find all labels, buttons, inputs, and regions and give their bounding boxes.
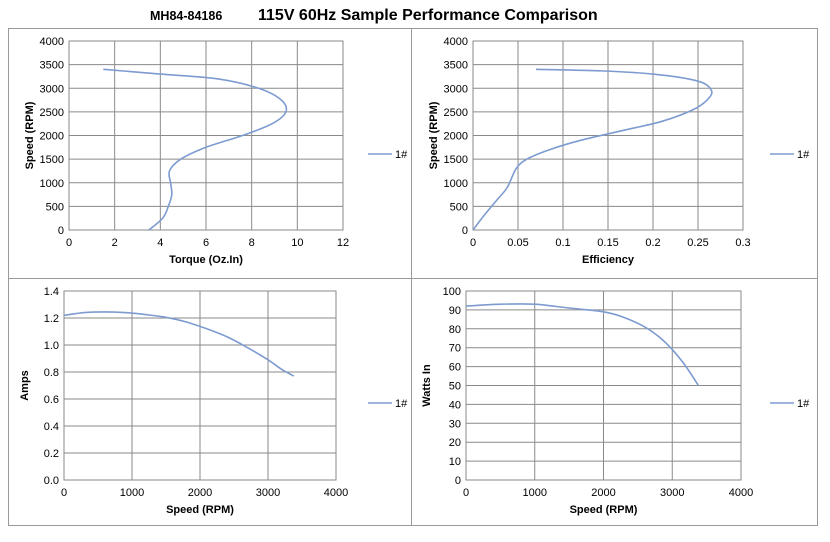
x-tick-label: 0.25: [687, 237, 708, 249]
x-tick-label: 3000: [256, 487, 280, 499]
x-tick-label: 4000: [324, 487, 348, 499]
y-tick-label: 60: [449, 362, 461, 374]
y-tick-label: 1500: [444, 154, 468, 166]
chart-grid-frame: [8, 28, 818, 526]
y-tick-label: 30: [449, 418, 461, 430]
x-axis-label: Speed (RPM): [166, 504, 234, 516]
x-tick-label: 0.2: [645, 237, 660, 249]
x-axis-label: Efficiency: [582, 254, 635, 266]
legend-label: 1#: [797, 149, 810, 161]
y-tick-label: 100: [443, 286, 461, 298]
y-axis-label: Speed (RPM): [428, 101, 440, 169]
y-tick-label: 0.2: [44, 448, 59, 460]
x-tick-label: 1000: [120, 487, 144, 499]
x-tick-label: 4000: [729, 487, 753, 499]
y-tick-label: 500: [450, 201, 468, 213]
y-tick-label: 0.0: [44, 475, 59, 487]
x-tick-label: 0: [463, 487, 469, 499]
x-tick-label: 0.05: [507, 237, 528, 249]
y-tick-label: 90: [449, 305, 461, 317]
y-tick-label: 2000: [40, 131, 64, 143]
x-axis-label: Torque (Oz.In): [169, 254, 243, 266]
y-axis-label: Speed (RPM): [24, 101, 36, 169]
y-tick-label: 4000: [40, 36, 64, 48]
plot-area: [465, 290, 742, 481]
x-axis-label: Speed (RPM): [570, 504, 638, 516]
y-tick-label: 40: [449, 399, 461, 411]
y-tick-label: 50: [449, 381, 461, 393]
plot-area: [63, 290, 337, 481]
x-tick-label: 3000: [660, 487, 684, 499]
y-tick-label: 3000: [444, 83, 468, 95]
x-tick-label: 4: [157, 237, 163, 249]
x-tick-label: 0.15: [597, 237, 618, 249]
y-tick-label: 1.4: [44, 286, 59, 298]
x-tick-label: 2000: [591, 487, 615, 499]
model-number: MH84-84186: [150, 9, 223, 23]
y-tick-label: 0: [462, 225, 468, 237]
x-tick-label: 2000: [188, 487, 212, 499]
plot-area: [68, 40, 344, 231]
x-tick-label: 0.3: [735, 237, 750, 249]
y-tick-label: 3500: [444, 60, 468, 72]
y-axis-label: Watts In: [421, 364, 433, 407]
x-tick-label: 10: [291, 237, 303, 249]
y-tick-label: 0.4: [44, 421, 59, 433]
y-axis-label: Amps: [19, 370, 31, 401]
y-tick-label: 1000: [40, 178, 64, 190]
y-tick-label: 1.0: [44, 340, 59, 352]
page-title: 115V 60Hz Sample Performance Comparison: [258, 7, 598, 24]
y-tick-label: 2500: [40, 107, 64, 119]
y-tick-label: 70: [449, 343, 461, 355]
x-tick-label: 8: [249, 237, 255, 249]
x-tick-label: 2: [112, 237, 118, 249]
y-tick-label: 2000: [444, 131, 468, 143]
x-tick-label: 12: [337, 237, 349, 249]
legend-label: 1#: [395, 398, 408, 410]
x-tick-label: 0: [470, 237, 476, 249]
series-line: [63, 311, 295, 377]
series-line: [103, 68, 288, 231]
legend-label: 1#: [395, 149, 408, 161]
series-line: [472, 68, 713, 231]
x-tick-label: 1000: [523, 487, 547, 499]
y-tick-label: 3000: [40, 83, 64, 95]
y-tick-label: 20: [449, 437, 461, 449]
y-tick-label: 2500: [444, 107, 468, 119]
y-tick-label: 4000: [444, 36, 468, 48]
y-tick-label: 0.6: [44, 394, 59, 406]
grid-divider-horizontal: [8, 278, 818, 279]
y-tick-label: 3500: [40, 60, 64, 72]
y-tick-label: 0: [455, 475, 461, 487]
x-tick-label: 0.1: [555, 237, 570, 249]
y-tick-label: 1.2: [44, 313, 59, 325]
y-tick-label: 500: [46, 201, 64, 213]
y-tick-label: 80: [449, 324, 461, 336]
y-tick-label: 0.8: [44, 367, 59, 379]
plot-area: [472, 40, 744, 231]
x-tick-label: 6: [203, 237, 209, 249]
series-line: [465, 303, 700, 386]
legend-label: 1#: [797, 398, 810, 410]
grid-divider-vertical: [411, 28, 412, 526]
y-tick-label: 0: [58, 225, 64, 237]
y-tick-label: 10: [449, 456, 461, 468]
x-tick-label: 0: [61, 487, 67, 499]
y-tick-label: 1500: [40, 154, 64, 166]
y-tick-label: 1000: [444, 178, 468, 190]
x-tick-label: 0: [66, 237, 72, 249]
